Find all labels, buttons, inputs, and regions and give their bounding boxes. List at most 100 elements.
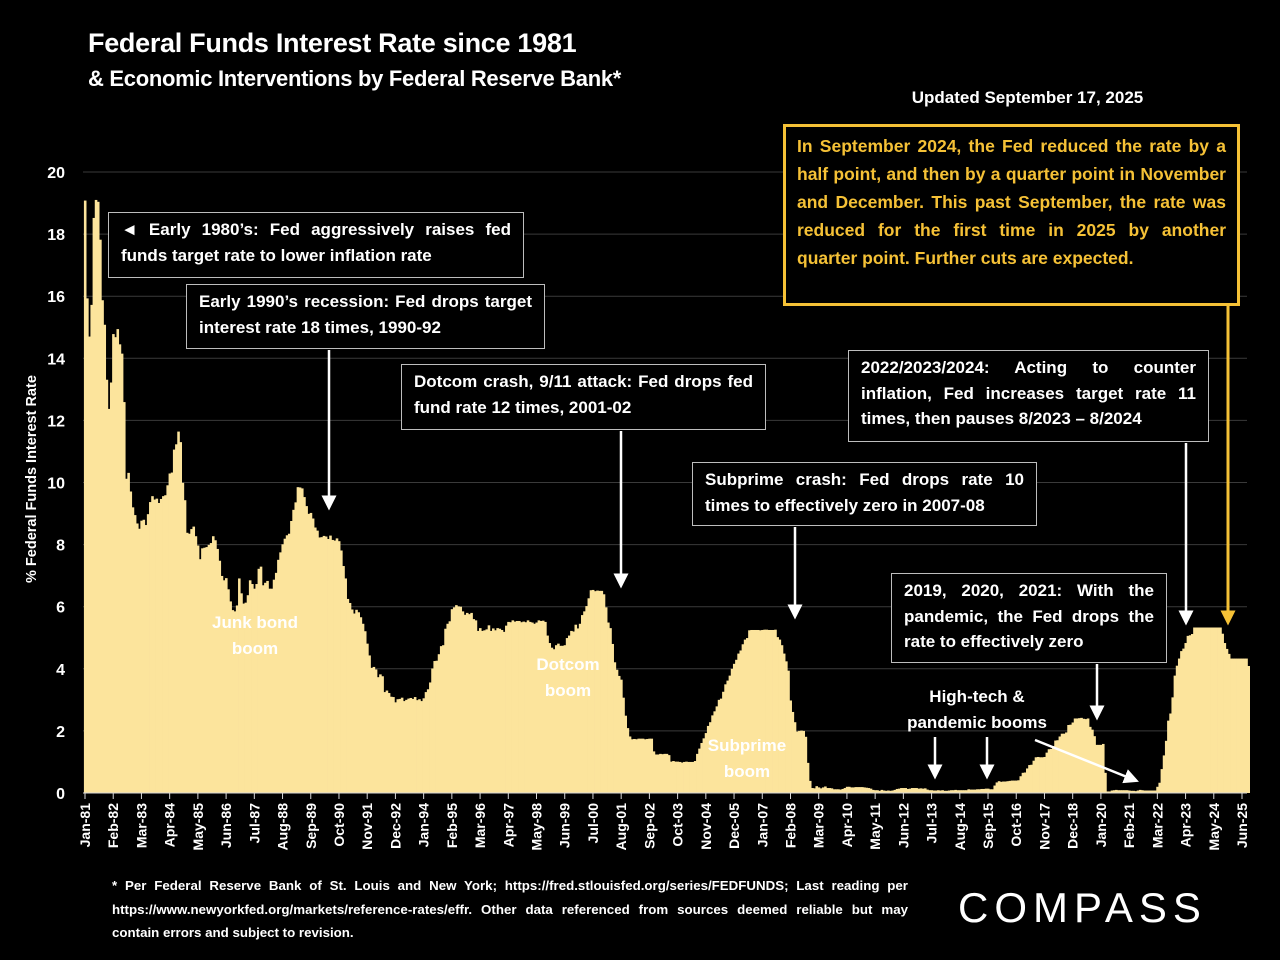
rate-bar xyxy=(1028,765,1031,793)
rate-bar xyxy=(266,580,269,793)
rate-bar xyxy=(1039,757,1042,793)
rate-bar xyxy=(1065,732,1068,793)
x-tick-label: Mar-22 xyxy=(1149,803,1165,848)
rate-bar xyxy=(889,790,892,793)
x-tick-label: Jul-00 xyxy=(585,803,601,844)
rate-bar xyxy=(923,788,927,793)
y-tick-label: 18 xyxy=(47,227,65,244)
rate-bar xyxy=(318,537,321,793)
rate-bar xyxy=(177,431,180,793)
rate-bar xyxy=(140,520,143,793)
rate-bar xyxy=(1008,780,1012,793)
rate-bar xyxy=(1049,748,1053,793)
rate-bar xyxy=(531,622,534,793)
rate-bar xyxy=(1199,627,1203,793)
rate-area xyxy=(83,199,1250,794)
rate-bar xyxy=(967,789,970,793)
rate-bar xyxy=(157,502,161,793)
rate-bar xyxy=(433,661,436,793)
rate-bar xyxy=(229,601,232,793)
rate-bar xyxy=(1071,722,1075,793)
rate-bar xyxy=(995,782,999,793)
rate-bar xyxy=(761,629,764,793)
rate-bar xyxy=(251,584,254,793)
rate-bar xyxy=(550,647,554,793)
rate-bar xyxy=(572,631,575,793)
rate-bar xyxy=(170,472,174,793)
rate-bar xyxy=(646,738,649,793)
rate-bar xyxy=(643,739,647,793)
rate-bar xyxy=(778,639,782,793)
rate-bar xyxy=(1227,653,1231,793)
rate-bar xyxy=(83,200,87,794)
rate-bar xyxy=(374,669,378,793)
rate-bar xyxy=(1162,755,1166,793)
rate-bar xyxy=(511,620,515,793)
rate-bar xyxy=(153,499,156,793)
rate-bar xyxy=(852,787,855,793)
rate-bar xyxy=(1177,658,1181,793)
rate-bar xyxy=(353,613,356,793)
rate-bar xyxy=(1047,749,1051,793)
rate-bar xyxy=(209,543,213,793)
rate-bar xyxy=(457,606,460,793)
rate-bar xyxy=(1041,757,1044,793)
y-tick-label: 14 xyxy=(47,351,65,368)
annotation-pandemic: 2019, 2020, 2021: With the pandemic, the… xyxy=(891,573,1167,663)
rate-bar xyxy=(834,789,838,793)
rate-bar xyxy=(956,790,960,793)
rate-bar xyxy=(637,738,641,793)
rate-bar xyxy=(1110,790,1114,793)
rate-bar xyxy=(114,337,117,793)
rate-bar xyxy=(607,622,610,793)
rate-bar xyxy=(246,595,250,793)
rate-bar xyxy=(1232,658,1235,793)
x-tick-label: Oct-03 xyxy=(670,803,686,847)
rate-bar xyxy=(376,677,380,793)
rate-bar xyxy=(270,588,274,793)
rate-bar xyxy=(858,787,862,793)
y-tick-label: 16 xyxy=(47,289,65,306)
label-line: Junk bond xyxy=(212,613,298,632)
rate-bar xyxy=(103,324,107,793)
rate-bar xyxy=(485,629,489,793)
rate-bar xyxy=(719,698,723,793)
chart-title: Federal Funds Interest Rate since 1981 xyxy=(88,28,577,58)
rate-bar xyxy=(1088,726,1092,793)
rate-bar xyxy=(789,700,792,793)
x-tick-label: Apr-23 xyxy=(1178,803,1194,848)
rate-bar xyxy=(687,761,690,793)
rate-bar xyxy=(461,611,465,793)
rate-bar xyxy=(739,650,743,793)
rate-bar xyxy=(785,661,788,793)
rate-bar xyxy=(661,754,664,793)
rate-bar xyxy=(696,753,699,793)
rate-bar xyxy=(787,670,790,793)
rate-bar xyxy=(1138,789,1142,793)
rate-bar xyxy=(780,645,784,793)
rate-bar xyxy=(765,629,769,793)
rate-bar xyxy=(745,638,749,793)
chart-subtitle: & Economic Interventions by Federal Rese… xyxy=(88,66,622,91)
x-tick-label: Mar-09 xyxy=(811,803,827,848)
rate-bar xyxy=(843,788,847,793)
rate-bar xyxy=(222,580,226,793)
rate-bar xyxy=(127,472,130,793)
x-tick-label: Sep-89 xyxy=(303,803,319,849)
annotation-dotcom-crash: Dotcom crash, 9/11 attack: Fed drops fed… xyxy=(401,364,766,430)
rate-bar xyxy=(133,515,137,793)
rate-bar xyxy=(548,643,552,793)
rate-bar xyxy=(233,611,237,793)
rate-bar xyxy=(702,738,706,793)
rate-bar xyxy=(389,696,393,793)
rate-bar xyxy=(86,298,89,793)
rate-bar xyxy=(424,692,428,793)
rate-bar xyxy=(120,353,124,793)
rate-bar xyxy=(524,622,528,793)
rate-bar xyxy=(991,789,994,793)
rate-bar xyxy=(704,733,708,793)
rate-bar xyxy=(329,535,332,793)
x-tick-label: Apr-10 xyxy=(839,803,855,848)
rate-bar xyxy=(652,751,656,793)
rate-bar xyxy=(804,736,808,793)
